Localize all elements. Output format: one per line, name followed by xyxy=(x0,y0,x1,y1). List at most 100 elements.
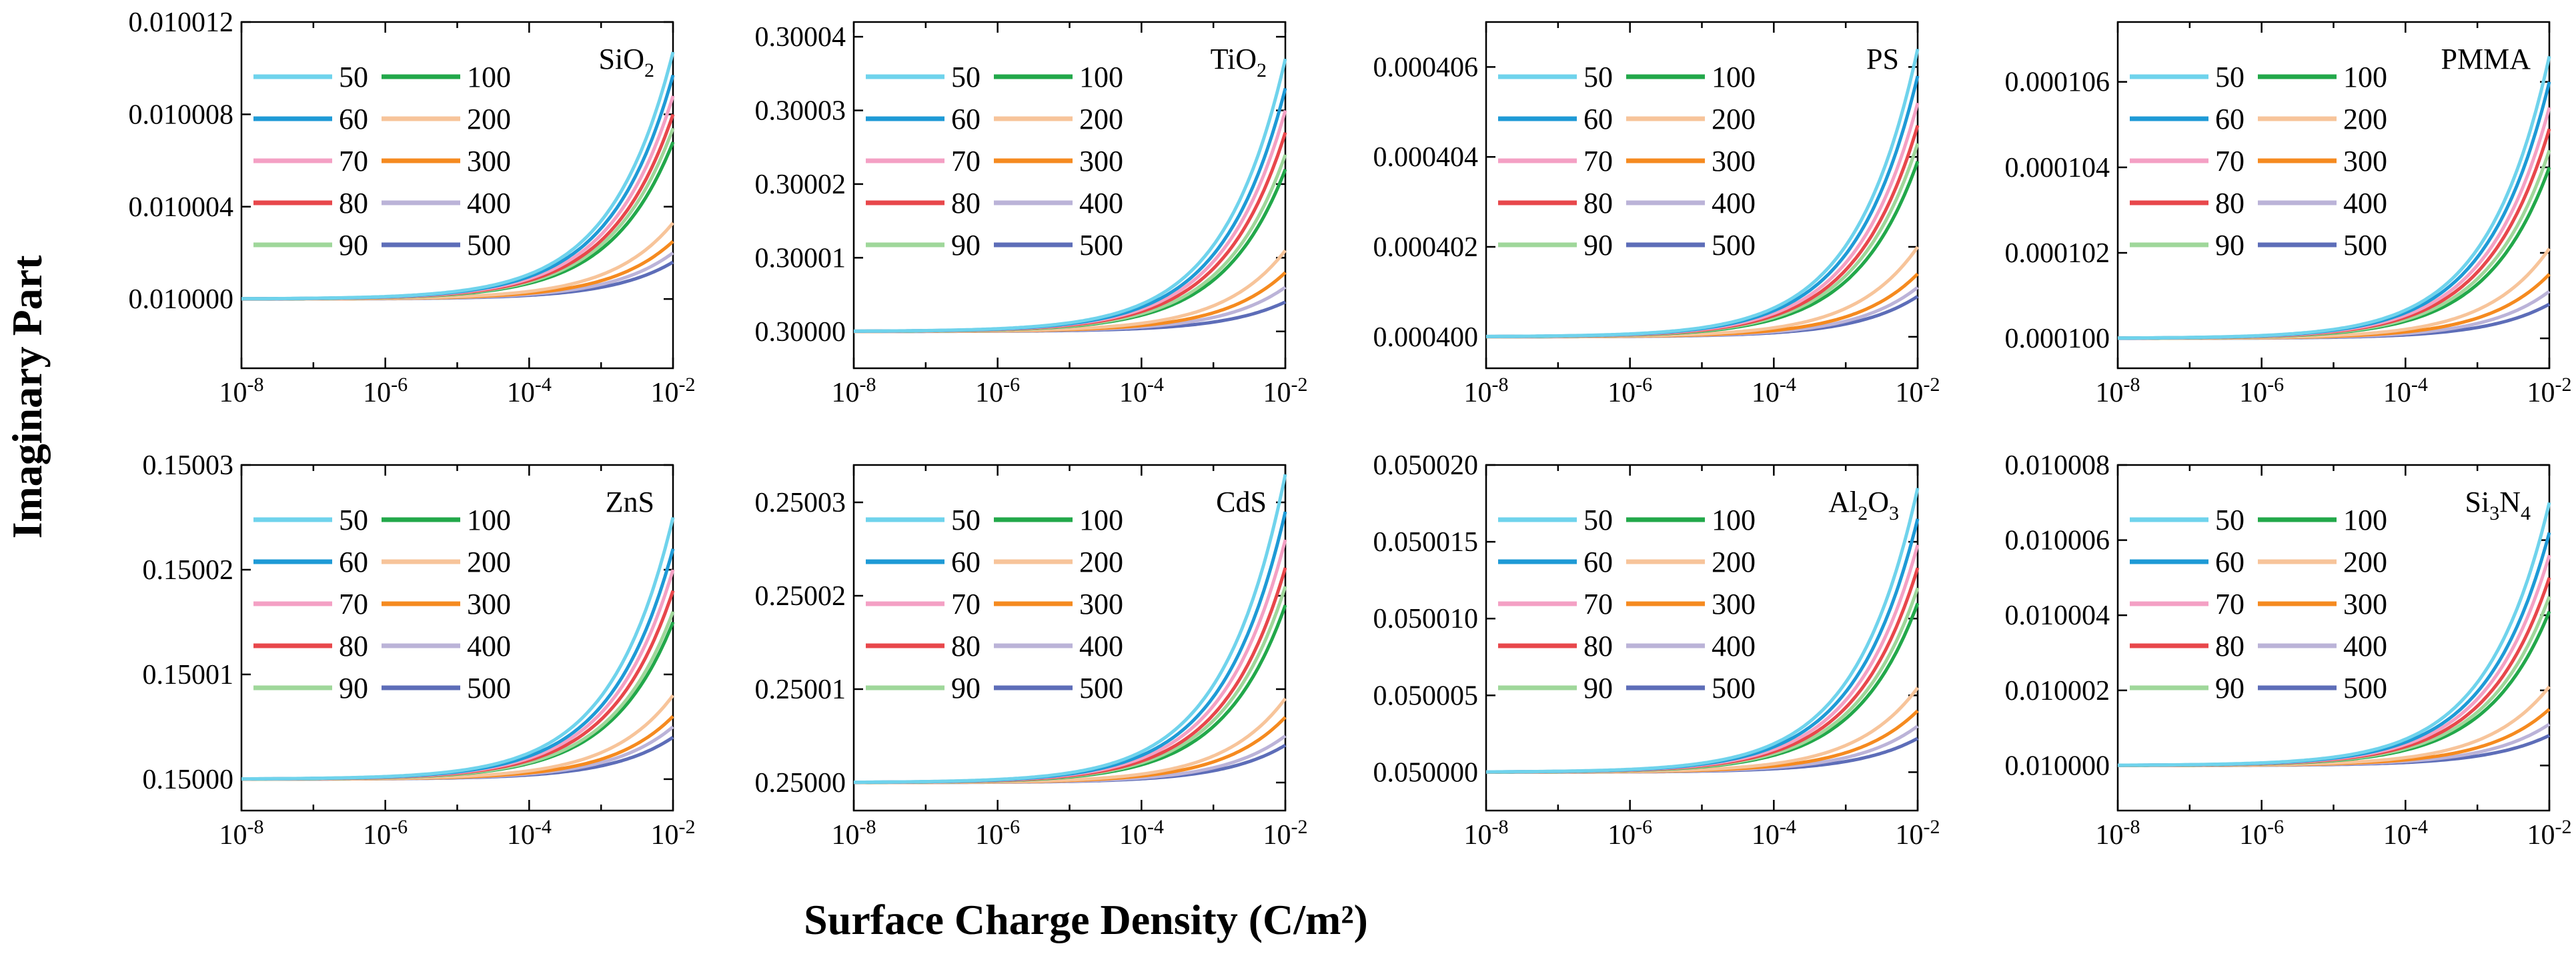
series-line-50 xyxy=(1486,48,1920,338)
series-line-60 xyxy=(1486,75,1920,338)
series-line-50 xyxy=(1486,487,1920,774)
x-tick-label: 10-2 xyxy=(1896,816,1940,851)
legend-label-90: 90 xyxy=(1583,229,1613,262)
legend-label-100: 100 xyxy=(2343,504,2387,536)
legend-label-300: 300 xyxy=(1079,588,1123,620)
legend-label-500: 500 xyxy=(467,672,511,704)
legend-label-200: 200 xyxy=(1712,546,1756,578)
legend-label-60: 60 xyxy=(339,103,368,135)
y-tick-label: 0.000100 xyxy=(2005,324,2110,354)
series-line-50 xyxy=(854,474,1287,784)
panels: 0.010000 0.010004 0.010008 0.010012 10-8 10-6… xyxy=(129,7,2572,851)
legend-label-60: 60 xyxy=(1583,103,1613,135)
legend-label-70: 70 xyxy=(951,588,981,620)
y-tick-label: 0.010008 xyxy=(129,99,234,130)
chart-panel-3: 0.000400 0.000402 0.000404 0.000406 10-8 10-6… xyxy=(1373,21,1940,408)
panel-title: TiO2 xyxy=(1211,43,1267,81)
legend-label-300: 300 xyxy=(2343,588,2387,620)
x-tick-label: 10-6 xyxy=(363,374,408,408)
x-tick-label: 10-8 xyxy=(832,816,876,851)
legend-label-50: 50 xyxy=(1583,504,1613,536)
x-tick-label: 10-6 xyxy=(975,374,1020,408)
legend-label-200: 200 xyxy=(1079,546,1123,578)
y-tick-label: 0.000102 xyxy=(2005,238,2110,269)
series-line-60 xyxy=(2118,532,2551,767)
series-line-90 xyxy=(1486,143,1920,338)
y-tick-label: 0.050000 xyxy=(1373,757,1479,788)
legend-label-500: 500 xyxy=(1079,672,1123,704)
y-tick-label: 0.15000 xyxy=(143,765,234,795)
y-tick-label: 0.25001 xyxy=(755,674,846,705)
y-tick-label: 0.000400 xyxy=(1373,322,1479,353)
legend-label-80: 80 xyxy=(2215,630,2244,662)
chart-panel-8: 0.010000 0.010002 0.010004 0.010006 0.010008… xyxy=(2005,450,2572,851)
legend-label-50: 50 xyxy=(339,61,368,93)
series-line-50 xyxy=(854,58,1287,333)
legend-label-80: 80 xyxy=(951,187,981,219)
legend-label-200: 200 xyxy=(1712,103,1756,135)
y-tick-label: 0.050015 xyxy=(1373,527,1479,558)
chart-panel-4: 0.000100 0.000102 0.000104 0.000106 10-8 10-6… xyxy=(2005,21,2572,408)
series-line-100 xyxy=(2118,167,2551,340)
legend-label-300: 300 xyxy=(1079,145,1123,177)
legend-label-90: 90 xyxy=(2215,229,2244,262)
figure-ylabel: Imaginary Part xyxy=(3,255,51,539)
chart-panel-6: 0.25000 0.25001 0.25002 0.25003 10-8 10-6 10-4… xyxy=(755,464,1308,851)
legend-label-500: 500 xyxy=(467,229,511,262)
legend-label-70: 70 xyxy=(951,145,981,177)
chart-panel-2: 0.30000 0.30001 0.30002 0.30003 0.30004 10-8 1… xyxy=(755,21,1308,408)
x-tick-label: 10-2 xyxy=(2527,374,2572,408)
series-line-50 xyxy=(241,516,675,781)
x-tick-label: 10-4 xyxy=(2383,374,2428,408)
legend-label-400: 400 xyxy=(1712,630,1756,662)
x-tick-label: 10-8 xyxy=(832,374,876,408)
legend-label-300: 300 xyxy=(1712,588,1756,620)
x-tick-label: 10-6 xyxy=(1607,374,1652,408)
x-tick-label: 10-6 xyxy=(1607,816,1652,851)
chart-panel-5: 0.15000 0.15001 0.15002 0.15003 10-8 10-6 10-4… xyxy=(143,450,696,851)
legend-label-70: 70 xyxy=(339,145,368,177)
x-tick-label: 10-8 xyxy=(1464,374,1509,408)
series-line-200 xyxy=(241,694,674,781)
legend-label-200: 200 xyxy=(467,103,511,135)
legend-label-200: 200 xyxy=(467,546,511,578)
series-line-70 xyxy=(241,569,675,781)
legend-label-100: 100 xyxy=(1712,61,1756,93)
legend-label-80: 80 xyxy=(951,630,981,662)
legend-label-100: 100 xyxy=(2343,61,2387,93)
x-tick-label: 10-6 xyxy=(975,816,1020,851)
legend-label-400: 400 xyxy=(1712,187,1756,219)
legend-label-300: 300 xyxy=(467,145,511,177)
y-tick-label: 0.010008 xyxy=(2005,450,2110,481)
legend-label-300: 300 xyxy=(2343,145,2387,177)
legend-label-500: 500 xyxy=(1712,672,1756,704)
legend-label-70: 70 xyxy=(1583,145,1613,177)
x-tick-label: 10-6 xyxy=(363,816,408,851)
panel-title: SiO2 xyxy=(599,43,654,81)
legend-label-400: 400 xyxy=(1079,630,1123,662)
legend-label-400: 400 xyxy=(467,630,511,662)
y-tick-label: 0.30001 xyxy=(755,243,846,274)
legend-label-100: 100 xyxy=(1712,504,1756,536)
x-tick-label: 10-2 xyxy=(651,816,696,851)
legend-label-50: 50 xyxy=(1583,61,1613,93)
plot-frame xyxy=(1485,21,1919,370)
legend-label-70: 70 xyxy=(1583,588,1613,620)
legend-label-60: 60 xyxy=(951,546,981,578)
legend-label-80: 80 xyxy=(1583,187,1613,219)
y-tick-label: 0.010002 xyxy=(2005,676,2110,706)
legend-label-400: 400 xyxy=(1079,187,1123,219)
x-tick-label: 10-4 xyxy=(507,816,552,851)
series-line-70 xyxy=(1486,102,1920,338)
x-tick-label: 10-8 xyxy=(219,374,264,408)
y-tick-label: 0.000106 xyxy=(2005,67,2110,98)
legend-label-50: 50 xyxy=(339,504,368,536)
panel-title: CdS xyxy=(1216,486,1267,518)
series-line-70 xyxy=(853,109,1287,333)
series-line-50 xyxy=(2118,502,2551,767)
y-tick-label: 0.30003 xyxy=(755,96,846,127)
x-tick-label: 10-6 xyxy=(2239,374,2284,408)
legend-label-90: 90 xyxy=(2215,672,2244,704)
legend-label-200: 200 xyxy=(1079,103,1123,135)
